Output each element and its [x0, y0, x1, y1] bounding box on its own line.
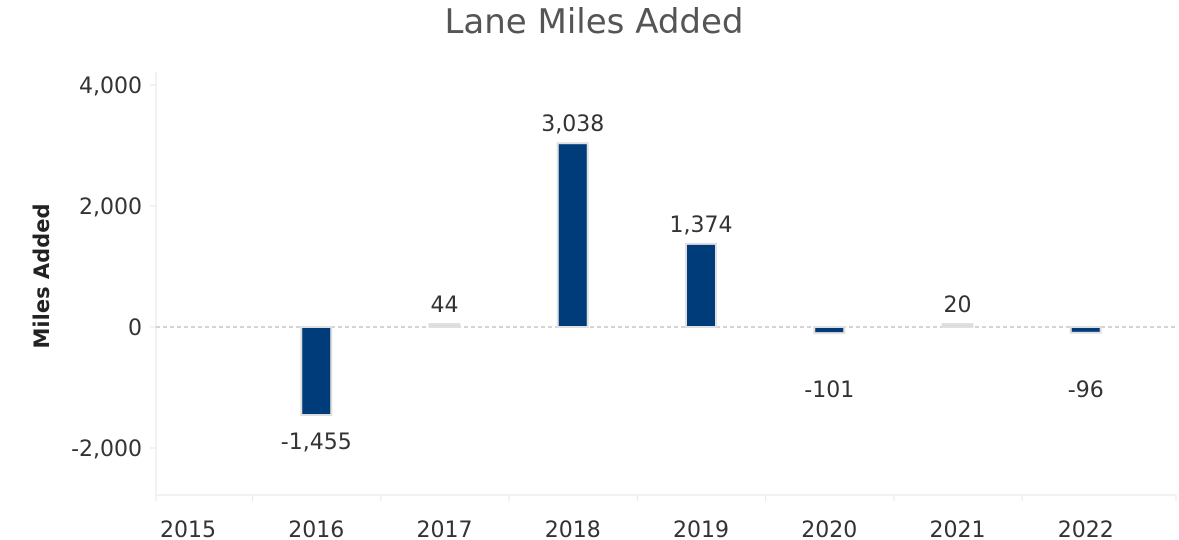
- x-tick-label: 2016: [288, 518, 344, 540]
- y-tick-label: 0: [128, 316, 142, 341]
- bar-2021: [941, 323, 974, 328]
- y-tick-label: 2,000: [79, 195, 142, 220]
- bar-2020: [813, 326, 846, 335]
- x-tick-label: 2017: [417, 518, 473, 540]
- bar-2022: [1069, 326, 1102, 334]
- data-label-2020: -101: [804, 378, 854, 403]
- bar-2017: [428, 323, 461, 328]
- y-axis-label: Miles Added: [30, 204, 54, 349]
- chart-title: Lane Miles Added: [444, 2, 743, 42]
- bar-2018: [556, 142, 589, 328]
- data-label-2021: 20: [944, 293, 972, 318]
- y-tick-label: -2,000: [71, 437, 142, 462]
- bars: [300, 142, 1102, 417]
- data-label-2018: 3,038: [541, 112, 604, 137]
- y-tick-labels: 4,000 2,000 0 -2,000: [71, 74, 156, 462]
- data-labels: -1,455 44 3,038 1,374 -101 20 -96: [281, 112, 1104, 455]
- x-tick-labels: 201520162017201820192020202120222023: [155, 495, 1177, 540]
- data-label-2022: -96: [1068, 378, 1104, 403]
- x-tick-label: 2020: [801, 518, 857, 540]
- x-tick-label: 2018: [545, 518, 601, 540]
- x-tick-label: 2015: [160, 518, 216, 540]
- x-tick-label: 2022: [1058, 518, 1114, 540]
- y-tick-label: 4,000: [79, 74, 142, 99]
- data-label-2017: 44: [431, 293, 459, 318]
- x-tick-label: 2019: [673, 518, 729, 540]
- bar-2019: [685, 242, 717, 328]
- data-label-2019: 1,374: [670, 213, 733, 238]
- x-tick-label: 2021: [930, 518, 986, 540]
- bar-2016: [300, 326, 333, 417]
- data-label-2016: -1,455: [281, 430, 352, 455]
